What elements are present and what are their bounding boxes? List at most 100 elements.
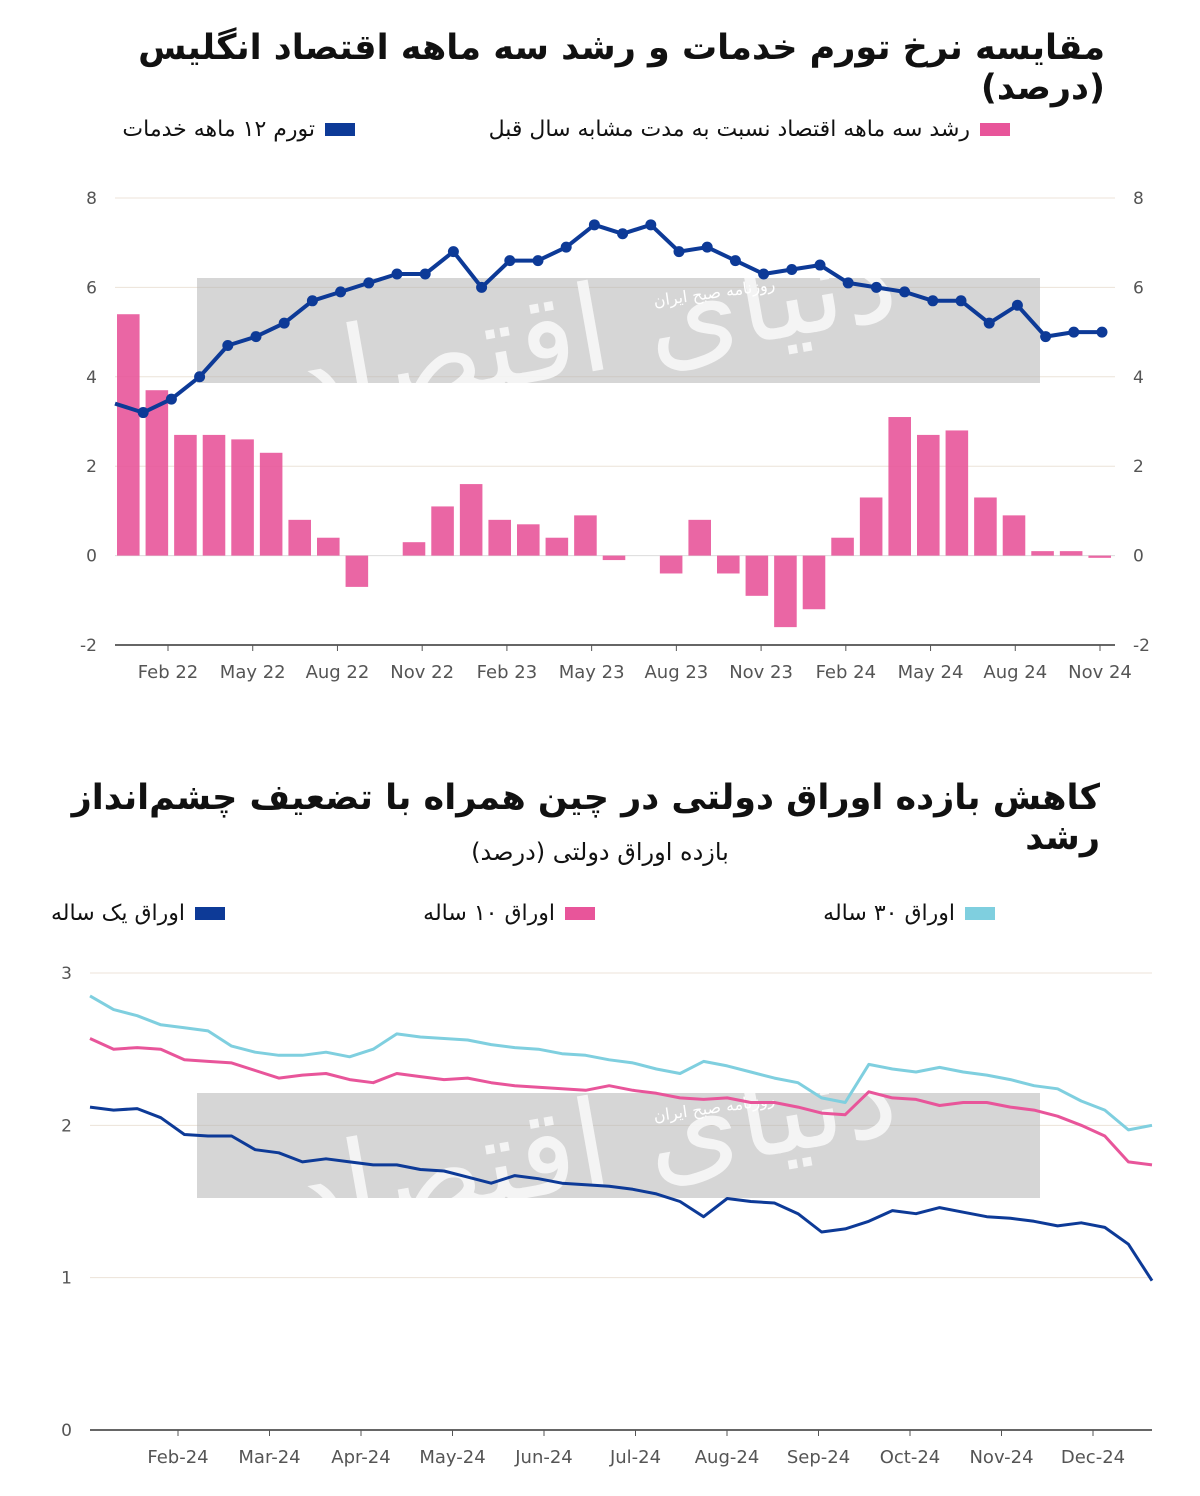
bar <box>917 434 940 556</box>
legend-label-1y: اوراق یک ساله <box>51 901 185 926</box>
y-tick-label-left: 4 <box>86 368 97 388</box>
inflation-point <box>814 259 826 271</box>
bar <box>259 452 283 556</box>
bar <box>974 497 997 556</box>
x-tick-label: Jul-24 <box>609 1447 661 1468</box>
inflation-point <box>645 219 657 231</box>
bar <box>288 519 311 556</box>
x-tick-label: Jun-24 <box>514 1447 573 1468</box>
inflation-point <box>1096 326 1108 338</box>
yield-line <box>89 1105 1154 1282</box>
inflation-point <box>335 286 347 298</box>
x-tick-label: Dec-24 <box>1061 1447 1125 1468</box>
inflation-point <box>758 268 770 280</box>
inflation-point <box>504 255 516 267</box>
inflation-point <box>363 277 375 289</box>
x-tick-label: Mar-24 <box>238 1447 300 1468</box>
inflation-point <box>899 286 911 298</box>
x-tick-label: May 24 <box>898 662 964 683</box>
chart2-subtitle: بازده اوراق دولتی (درصد) <box>471 838 729 866</box>
x-tick-label: Feb 24 <box>816 662 877 683</box>
bar <box>602 555 626 561</box>
y-tick-label-left: 8 <box>86 189 97 209</box>
bar <box>545 537 569 556</box>
bar <box>231 439 254 556</box>
y-tick-label-left: -2 <box>80 636 97 656</box>
inflation-point <box>673 246 685 258</box>
y-tick-label: 3 <box>61 964 72 984</box>
legend-label-gdp: رشد سه ماهه اقتصاد نسبت به مدت مشابه سال… <box>488 117 970 142</box>
bar <box>402 542 426 556</box>
legend-swatch-30y <box>965 907 995 920</box>
bar <box>831 537 854 556</box>
x-tick-label: Sep-24 <box>787 1447 850 1468</box>
bar <box>774 555 797 628</box>
x-tick-label: Aug 23 <box>644 662 708 683</box>
inflation-point <box>194 371 206 383</box>
inflation-point <box>532 255 544 267</box>
inflation-point <box>617 228 629 240</box>
yield-line <box>89 994 1153 1132</box>
chart2-legend-30y: اوراق ۳۰ ساله <box>823 901 995 926</box>
y-tick-label-left: 2 <box>86 457 97 477</box>
chart2-legend-10y: اوراق ۱۰ ساله <box>423 901 595 926</box>
x-tick-label: Nov 22 <box>390 662 454 683</box>
y-tick-label-right: 4 <box>1133 368 1144 388</box>
inflation-point <box>786 264 798 276</box>
bar <box>174 434 197 556</box>
y-tick-label-left: 0 <box>86 547 97 567</box>
inflation-point <box>842 277 854 289</box>
yield-line <box>89 1037 1153 1167</box>
bar <box>1002 515 1026 556</box>
x-tick-label: May 22 <box>220 662 286 683</box>
inflation-point <box>927 295 939 307</box>
chart1-title: مقایسه نرخ تورم خدمات و رشد سه ماهه اقتص… <box>138 28 1105 108</box>
x-tick-label: May-24 <box>419 1447 485 1468</box>
y-tick-label: 1 <box>61 1269 72 1289</box>
x-tick-label: Nov-24 <box>969 1447 1033 1468</box>
y-tick-label: 2 <box>61 1116 72 1136</box>
bar <box>688 519 711 556</box>
x-tick-label: Aug-24 <box>695 1447 760 1468</box>
x-tick-label: Nov 23 <box>729 662 793 683</box>
chart1-legend-line: تورم ۱۲ ماهه خدمات <box>122 117 355 142</box>
bar <box>659 555 683 574</box>
inflation-point <box>391 268 403 280</box>
bar <box>717 555 740 574</box>
x-tick-label: Nov 24 <box>1068 662 1132 683</box>
x-tick-label: Aug 24 <box>983 662 1047 683</box>
x-tick-label: Feb 22 <box>138 662 199 683</box>
chart2-legend-1y: اوراق یک ساله <box>51 901 225 926</box>
inflation-point <box>137 407 149 419</box>
y-tick-label-right: 2 <box>1133 457 1144 477</box>
chart2-title: کاهش بازده اوراق دولتی در چین همراه با ت… <box>71 778 1100 858</box>
bar <box>345 555 369 587</box>
bar <box>117 314 140 556</box>
y-tick-label-left: 6 <box>86 278 97 298</box>
legend-swatch-1y <box>195 907 225 920</box>
bar <box>517 524 540 556</box>
inflation-point <box>560 241 572 253</box>
x-tick-label: Apr-24 <box>331 1447 390 1468</box>
inflation-point <box>983 317 995 329</box>
bar <box>459 484 483 556</box>
inflation-point <box>701 241 713 253</box>
legend-label-10y: اوراق ۱۰ ساله <box>423 901 555 926</box>
legend-label-30y: اوراق ۳۰ ساله <box>823 901 955 926</box>
inflation-point <box>306 295 318 307</box>
bar <box>145 390 169 556</box>
inflation-point <box>588 219 600 231</box>
watermark-band <box>197 1093 1040 1198</box>
bar <box>1059 551 1083 556</box>
bar <box>488 519 511 556</box>
x-tick-label: Oct-24 <box>880 1447 941 1468</box>
inflation-point <box>278 317 290 329</box>
inflation-point <box>870 281 882 293</box>
y-tick-label-right: -2 <box>1133 636 1150 656</box>
bar <box>202 434 226 556</box>
bar <box>1031 551 1054 556</box>
y-tick-label: 0 <box>61 1421 72 1441</box>
bar <box>945 430 969 556</box>
inflation-point <box>222 340 234 352</box>
